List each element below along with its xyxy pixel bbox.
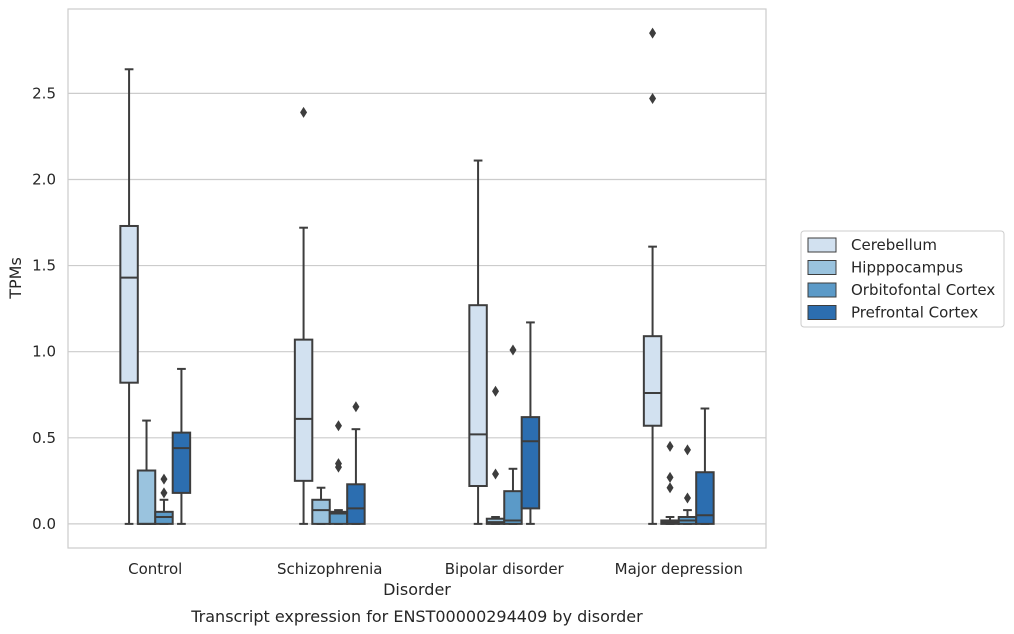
x-axis-label: Disorder xyxy=(383,580,451,599)
box-iqr xyxy=(503,490,523,525)
legend: Cerebellum Hipppocampus Orbitofontal Corte… xyxy=(800,230,1005,328)
outlier-point xyxy=(334,420,342,432)
box-iqr xyxy=(642,335,663,427)
box-orbitofontal-cortex-major-depression xyxy=(677,444,698,525)
outlier-point xyxy=(666,440,674,452)
box-iqr xyxy=(520,416,541,510)
outlier-point xyxy=(649,93,657,105)
box-iqr xyxy=(346,483,366,525)
legend-swatch xyxy=(807,282,837,298)
outlier-point xyxy=(160,487,168,499)
box-prefrontal-cortex-major-depression xyxy=(695,407,715,525)
y-tick-label: 1.0 xyxy=(32,343,56,361)
y-tick-label: 2.0 xyxy=(32,170,56,188)
y-tick-label: 0.0 xyxy=(32,515,56,533)
box-iqr xyxy=(136,469,157,525)
legend-frame xyxy=(800,230,1005,328)
legend-label: Cerebellum xyxy=(851,236,937,254)
box-orbitofontal-cortex-schizophrenia xyxy=(328,420,349,525)
box-hipppocampus-schizophrenia xyxy=(311,486,331,525)
outlier-point xyxy=(300,106,308,118)
box-iqr xyxy=(695,471,715,525)
outlier-point xyxy=(334,458,342,470)
box-orbitofontal-cortex-control xyxy=(154,473,174,525)
box-cerebellum-control xyxy=(119,68,139,525)
y-tick-label: 1.5 xyxy=(32,257,56,275)
legend-swatch xyxy=(807,260,837,275)
outlier-point xyxy=(666,482,674,494)
outlier-point xyxy=(352,401,360,413)
y-axis-label: TPMs xyxy=(6,257,25,300)
plot-frame xyxy=(67,8,767,549)
box-hipppocampus-major-depression xyxy=(660,440,680,525)
outlier-point xyxy=(160,473,168,485)
box-iqr xyxy=(293,338,314,482)
box-prefrontal-cortex-schizophrenia xyxy=(346,401,366,525)
legend-label: Orbitofontal Cortex xyxy=(851,281,995,299)
box-iqr xyxy=(311,498,331,525)
box-cerebellum-schizophrenia xyxy=(293,106,314,525)
x-tick-label: Bipolar disorder xyxy=(445,560,565,578)
box-cerebellum-bipolar-disorder xyxy=(468,159,488,525)
outlier-point xyxy=(492,385,500,397)
box-iqr xyxy=(171,431,192,494)
outlier-point xyxy=(666,471,674,483)
x-tick-label: Control xyxy=(128,560,182,578)
outlier-point xyxy=(683,444,691,456)
legend-label: Prefrontal Cortex xyxy=(851,304,978,322)
x-axis-ticks: Control Schizophrenia Bipolar disorder Majo… xyxy=(128,560,743,578)
box-cerebellum-major-depression xyxy=(642,27,663,525)
outlier-point xyxy=(649,27,657,39)
legend-label: Hipppocampus xyxy=(851,259,963,277)
box-orbitofontal-cortex-bipolar-disorder xyxy=(503,344,523,525)
outlier-point xyxy=(683,492,691,504)
y-tick-label: 2.5 xyxy=(32,84,56,102)
plot-marks xyxy=(119,27,715,525)
y-tick-label: 0.5 xyxy=(32,429,56,447)
x-tick-label: Major depression xyxy=(615,560,743,578)
box-hipppocampus-control xyxy=(136,419,157,525)
box-iqr xyxy=(119,224,139,384)
y-axis-ticks: 0.0 0.5 1.0 1.5 2.0 2.5 xyxy=(32,84,56,533)
legend-swatch xyxy=(807,237,837,253)
box-hipppocampus-bipolar-disorder xyxy=(485,385,506,525)
outlier-point xyxy=(492,468,500,480)
box-iqr xyxy=(468,304,488,488)
chart-title: Transcript expression for ENST0000029440… xyxy=(190,607,643,626)
outlier-point xyxy=(509,344,517,356)
legend-swatch xyxy=(807,305,837,320)
x-tick-label: Schizophrenia xyxy=(277,560,382,578)
box-prefrontal-cortex-bipolar-disorder xyxy=(520,321,541,525)
box-prefrontal-cortex-control xyxy=(171,367,192,525)
